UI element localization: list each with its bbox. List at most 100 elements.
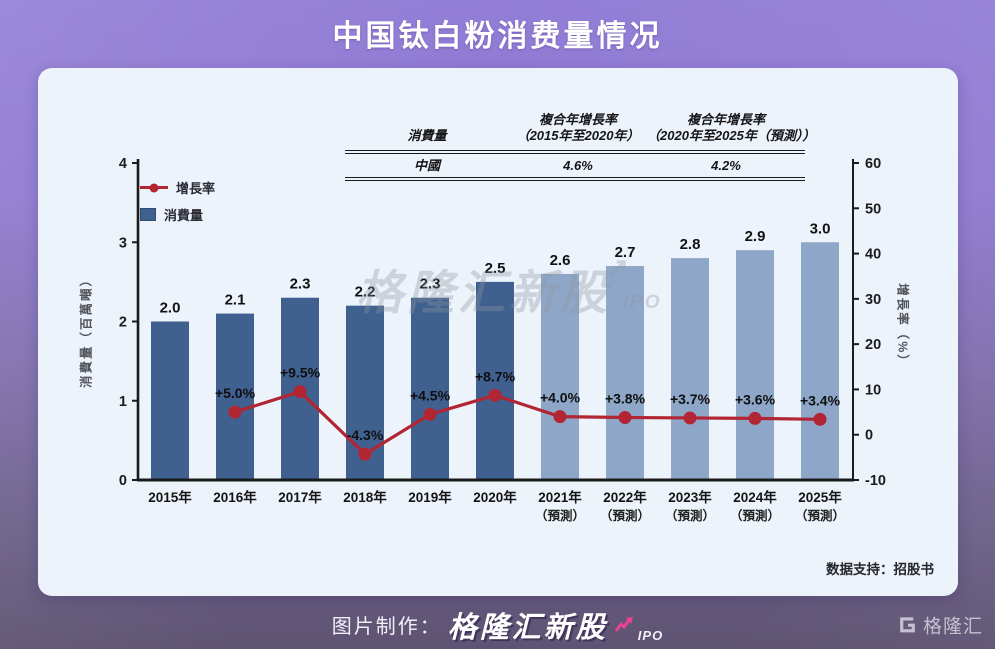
- right-axis-tick-label: 60: [865, 156, 881, 172]
- page-header: 中国钛白粉消费量情况: [0, 0, 995, 66]
- legend-item-consumption: 消費量: [140, 205, 215, 224]
- bar: [606, 266, 644, 480]
- growth-value-label: -4.3%: [347, 427, 384, 443]
- growth-value-label: +4.5%: [410, 387, 451, 403]
- growth-point: [293, 385, 307, 399]
- right-axis-tick-label: 20: [865, 337, 881, 353]
- table-row: 中國 4.6% 4.2%: [345, 154, 805, 177]
- left-axis-tick-label: 1: [119, 394, 127, 410]
- x-axis-label: 2025年: [798, 489, 842, 505]
- x-axis-label: 2017年: [278, 489, 322, 505]
- bar: [801, 242, 839, 480]
- right-axis-tick-label: 10: [865, 382, 881, 398]
- footer-brand: 格隆汇新股: [447, 611, 608, 644]
- left-axis-tick-label: 0: [119, 473, 127, 489]
- bar: [216, 313, 254, 480]
- growth-point: [423, 407, 437, 421]
- growth-value-label: +5.0%: [215, 385, 256, 401]
- growth-point: [228, 405, 242, 419]
- growth-value-label: +4.0%: [540, 390, 581, 406]
- growth-point: [618, 411, 632, 425]
- page-title: 中国钛白粉消费量情况: [332, 20, 663, 53]
- bar-value-label: 2.2: [355, 284, 376, 301]
- bar-value-label: 3.0: [810, 220, 831, 237]
- bar: [411, 297, 449, 480]
- table-rule-bottom: [345, 176, 805, 181]
- bar-value-label: 2.0: [160, 300, 181, 317]
- table-col3-header: 複合年增長率 （2020年至2025年（預測））: [647, 112, 816, 144]
- growth-value-label: +3.4%: [800, 392, 841, 408]
- table-cagr-2015-2020: 4.6%: [563, 157, 593, 173]
- bar-value-label: 2.3: [290, 276, 311, 293]
- x-axis-sublabel: （預測）: [665, 508, 715, 523]
- footer-prefix: 图片制作：: [331, 616, 442, 638]
- gelonghui-g-icon: [900, 616, 915, 632]
- growth-value-label: +8.7%: [475, 368, 516, 384]
- legend-consumption-label: 消費量: [164, 208, 204, 223]
- table-row-name: 中國: [413, 157, 440, 173]
- footer-brand-sub: IPO: [637, 628, 664, 643]
- table-rule-top: [345, 149, 805, 154]
- growth-point: [748, 411, 762, 425]
- left-axis-tick-label: 2: [119, 315, 127, 331]
- legend-item-growth: 增長率: [140, 178, 215, 197]
- bar: [151, 321, 189, 480]
- growth-line: [234, 390, 821, 456]
- line-marker-icon: [140, 186, 168, 189]
- right-axis-tick-label: 50: [865, 201, 881, 217]
- right-axis-title: 增長率（%）: [895, 283, 910, 369]
- x-axis-label: 2024年: [733, 489, 777, 505]
- growth-value-label: +9.5%: [280, 365, 321, 381]
- left-axis-tick-label: 3: [119, 235, 127, 251]
- growth-value-label: +3.8%: [605, 391, 646, 407]
- x-axis-label: 2023年: [668, 489, 712, 505]
- bar-value-label: 2.3: [420, 276, 441, 293]
- table-col2-header: 複合年增長率 （2015年至2020年）: [516, 112, 640, 144]
- right-axis-tick-label: 0: [865, 428, 873, 444]
- x-axis-label: 2022年: [603, 489, 647, 505]
- bar-value-label: 2.1: [225, 292, 246, 309]
- bar-value-label: 2.7: [615, 244, 636, 261]
- growth-value-label: +3.7%: [670, 391, 711, 407]
- growth-point: [813, 412, 827, 426]
- chart-canvas: 2.0 2.1 2.3 2.2 2.3 2.5 2.6 2.7 2.8 2.9 3.0 0 1 2 3 4 -1…: [119, 156, 886, 523]
- growth-point: [358, 447, 372, 461]
- x-axis-sublabel: （預測）: [795, 508, 845, 523]
- site-logo-text: 格隆汇: [922, 616, 983, 637]
- growth-point: [488, 388, 502, 402]
- left-axis-tick-label: 4: [119, 156, 127, 172]
- bar-value-label: 2.6: [550, 252, 571, 269]
- bar: [476, 281, 514, 480]
- x-axis-label: 2016年: [213, 489, 257, 505]
- right-axis-tick-label: -10: [865, 473, 886, 489]
- bar-swatch-icon: [140, 208, 156, 221]
- legend-growth-label: 增長率: [176, 181, 216, 196]
- x-axis-label: 2015年: [148, 489, 192, 505]
- bar-value-label: 2.5: [485, 260, 506, 277]
- table-col1-header: 消費量: [407, 128, 447, 144]
- bar: [671, 258, 709, 480]
- growth-point: [683, 411, 697, 425]
- x-axis-label: 2018年: [343, 489, 387, 505]
- x-axis-sublabel: （預測）: [730, 508, 780, 523]
- x-axis-label: 2021年: [538, 489, 582, 505]
- chart-card: 2.0 2.1 2.3 2.2 2.3 2.5 2.6 2.7 2.8 2.9 3.0 0 1 2 3 4 -1…: [38, 68, 958, 596]
- cagr-table-header: 消費量 複合年增長率 （2015年至2020年） 複合年增長率 （2020年至2…: [345, 112, 816, 150]
- x-axis-label: 2020年: [473, 489, 517, 505]
- growth-value-label: +3.6%: [735, 391, 776, 407]
- left-axis-title: 消費量（百萬噸）: [79, 271, 94, 389]
- right-axis-tick-label: 40: [865, 247, 881, 263]
- table-cagr-2020-2025: 4.2%: [711, 157, 741, 173]
- x-axis-label: 2019年: [408, 489, 452, 505]
- growth-point: [553, 410, 567, 424]
- brand-arrow-icon: [614, 616, 633, 632]
- chart-legend: 增長率 消費量: [140, 178, 215, 224]
- cagr-table: 消費量 複合年增長率 （2015年至2020年） 複合年增長率 （2020年至2…: [345, 112, 816, 181]
- bar: [541, 273, 579, 480]
- bar-value-label: 2.8: [680, 236, 701, 253]
- x-axis-sublabel: （預測）: [600, 508, 650, 523]
- bar-value-label: 2.9: [745, 228, 766, 245]
- right-axis-tick-label: 30: [865, 292, 881, 308]
- site-logo: 格隆汇: [897, 611, 983, 638]
